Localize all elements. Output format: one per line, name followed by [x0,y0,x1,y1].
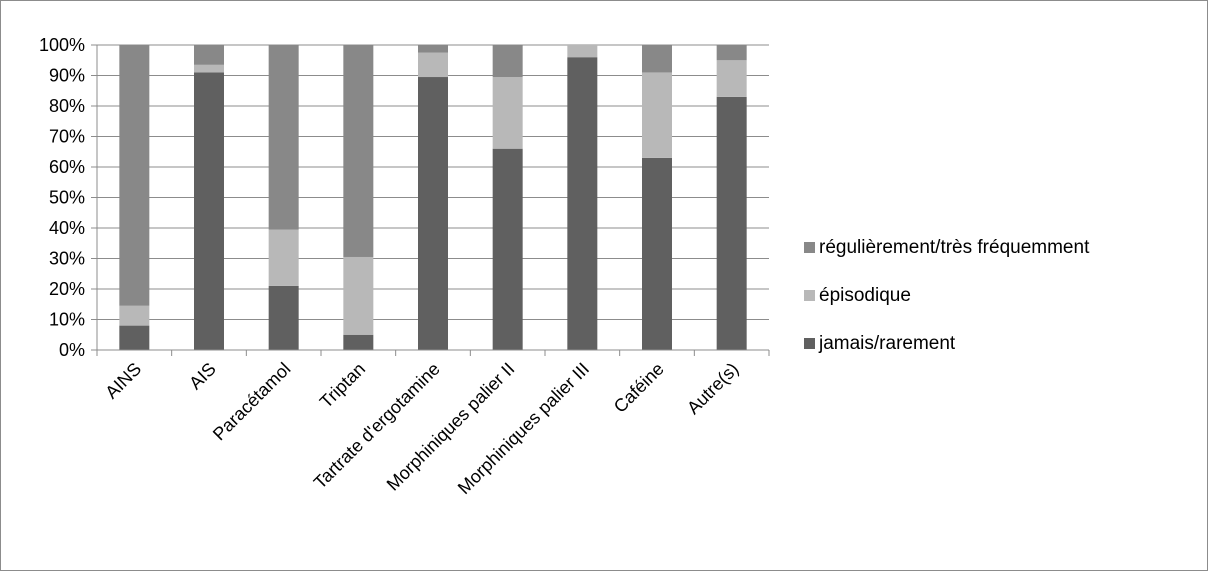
y-tick-label: 60% [49,157,85,177]
bar-segment [642,45,672,73]
bar-segment [716,45,747,61]
bar-segment [119,325,150,350]
bar-segment [194,72,224,350]
bar-segment [268,229,299,286]
bar-segment [642,157,672,350]
legend-label: épisodique [819,285,911,306]
bars [119,45,747,351]
bar-segment [567,57,598,350]
legend-label: régulièrement/très fréquemment [819,237,1090,258]
y-tick-label: 20% [49,279,85,299]
bar-segment [716,96,747,350]
legend-swatch [804,290,815,301]
bar-segment [343,256,374,335]
y-tick-label: 80% [49,96,85,116]
x-category-label: Caféine [610,359,668,417]
bar-segment [492,77,523,149]
bar-segment [194,64,224,73]
bar-segment [194,45,224,65]
axes [91,44,770,356]
bar-segment [268,285,299,350]
y-tick-label: 40% [49,218,85,238]
x-category-label: Autre(s) [683,359,742,418]
bar-segment [418,52,448,78]
legend: régulièrement/très fréquemment épisodique… [804,237,1090,354]
bar-segment [716,60,747,97]
x-category-label: Triptan [316,359,369,412]
y-tick-label: 0% [59,340,85,360]
bar-segment [492,45,523,78]
bar-segment [642,72,672,158]
x-category-label: Morphiniques palier III [454,359,593,498]
bar-segment [418,45,448,53]
bar-segment [268,45,299,230]
y-tick-label: 50% [49,188,85,208]
bar-segment [567,45,598,58]
y-tick-labels: 0% 10% 20% 30% 40% 50% 60% 70% 80% 90% 100% [39,35,85,360]
x-category-label: Paracétamol [209,359,295,445]
y-tick-label: 90% [49,66,85,86]
x-category-label: Tartrate d'ergotamine [310,359,444,493]
x-category-label: AIS [185,359,220,394]
bar-segment [343,334,374,350]
y-tick-label: 30% [49,249,85,269]
bar-segment [343,45,374,257]
y-tick-label: 100% [39,35,85,55]
bar-segment [492,148,523,350]
bar-segment [119,305,150,326]
bar-segment [119,45,150,306]
y-tick-label: 10% [49,310,85,330]
x-category-label: AINS [101,359,145,403]
legend-swatch [804,338,815,349]
legend-swatch [804,242,815,253]
bar-segment [418,77,448,351]
x-category-label: Morphiniques palier II [383,359,519,495]
y-tick-label: 70% [49,127,85,147]
legend-label: jamais/rarement [818,333,956,354]
